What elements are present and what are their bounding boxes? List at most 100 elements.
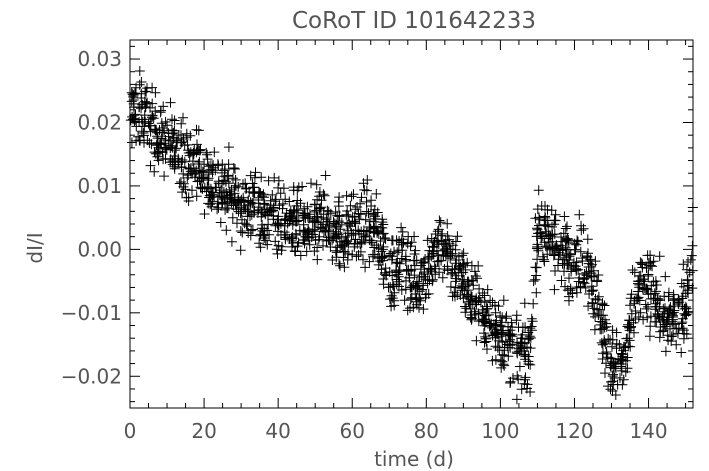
data-point [348,189,359,200]
data-point [588,265,599,276]
data-point [432,226,443,237]
data-point [298,225,309,236]
data-point [340,247,351,257]
data-point [617,379,628,390]
data-point [226,236,237,247]
data-point [270,194,281,205]
data-point [673,299,684,310]
data-point [203,175,213,186]
data-point [452,290,463,300]
data-point [372,225,383,236]
data-point [140,116,151,127]
data-point [400,284,411,295]
data-point [496,331,507,342]
data-point [549,284,560,295]
data-point [680,288,691,299]
data-point [622,321,633,332]
y-tick-label: 0.02 [77,110,122,134]
data-point [355,238,366,249]
data-point [648,256,659,267]
data-point [668,307,679,318]
data-point [140,86,151,97]
data-point [615,372,625,383]
data-point [277,203,288,214]
data-point [406,237,417,248]
data-point [608,356,618,367]
data-point [243,206,254,217]
data-point [159,171,170,182]
data-point [426,251,437,262]
data-point [437,245,448,256]
data-point [414,272,425,283]
data-point [511,347,522,358]
x-tick-label: 0 [124,419,137,443]
data-point [580,282,591,293]
data-point [223,178,234,189]
data-point [408,302,419,313]
data-point [532,239,543,250]
data-point [681,309,692,320]
data-point [513,374,524,385]
data-point [369,249,380,260]
data-point [401,265,412,276]
data-point [622,363,633,374]
data-point [182,172,193,183]
data-point [482,284,493,295]
data-point [162,120,173,131]
data-point [677,323,688,334]
data-point [565,249,576,260]
data-point [387,293,398,304]
data-point [591,275,602,286]
data-point [273,175,284,186]
data-point [361,206,372,217]
data-point [139,96,150,107]
data-point [607,334,618,345]
data-point [311,179,322,190]
scatter-points [125,66,698,405]
data-point [305,209,315,220]
data-point [506,317,517,328]
data-point [366,235,376,246]
data-point [460,264,471,275]
data-point [191,124,202,135]
data-point [490,354,501,365]
data-point [369,242,380,253]
data-point [439,239,450,250]
data-point [380,267,390,278]
data-point [270,196,281,207]
data-point [338,246,349,257]
data-point [254,238,265,249]
data-point [400,251,411,262]
data-point [652,293,663,304]
data-point [366,195,377,206]
data-point [645,321,656,332]
data-point [223,142,234,153]
data-point [372,226,383,237]
data-point [203,183,214,194]
data-point [223,203,233,214]
data-point [380,234,391,245]
data-point [151,124,162,135]
data-point [616,365,627,376]
data-point [154,139,165,150]
data-point [222,171,233,182]
data-point [471,299,482,310]
data-point [158,101,169,112]
data-point [517,322,528,333]
data-point [530,274,541,285]
data-point [230,199,241,209]
data-point [547,229,558,240]
data-point [193,125,204,136]
data-point [654,313,665,324]
data-point [394,236,405,246]
data-point [630,314,641,324]
data-point [310,226,320,237]
x-tick-label: 140 [629,419,667,443]
data-point [451,273,462,284]
data-point [328,216,339,227]
data-point [635,307,646,318]
data-point [583,248,593,259]
data-point [173,130,184,140]
data-point [142,97,153,108]
data-point [525,332,536,343]
